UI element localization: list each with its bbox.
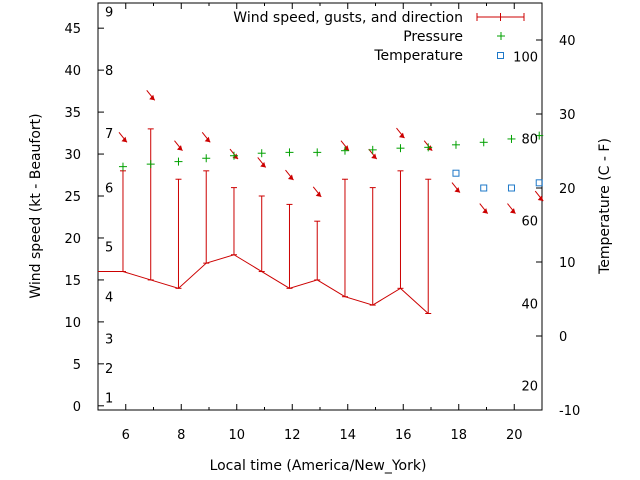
beaufort-label: 3 — [105, 333, 113, 348]
legend-wind-label: Wind speed, gusts, and direction — [233, 10, 463, 26]
pressure-point — [396, 144, 405, 153]
wind-direction-arrow — [146, 89, 156, 101]
x-tick-label: 12 — [284, 428, 301, 443]
y-axis-label: Wind speed (kt - Beaufort) — [28, 113, 44, 298]
pressure-point — [146, 160, 155, 169]
y-tick-label: 15 — [64, 274, 81, 289]
legend-wind-swatch — [476, 13, 525, 21]
wind-direction-arrow — [396, 127, 405, 139]
y-tick-label: 10 — [64, 316, 81, 331]
temperature-point — [507, 184, 515, 192]
wind-direction-arrow — [118, 131, 128, 143]
y2-tick-label: 30 — [559, 108, 576, 123]
y2-tick-label: -10 — [559, 404, 580, 419]
temperature-point — [480, 184, 488, 192]
wind-direction-arrow — [451, 182, 461, 193]
pressure-point — [424, 143, 433, 152]
beaufort-label: 1 — [105, 391, 113, 406]
x-tick-label: 14 — [339, 428, 356, 443]
pressure-point — [118, 162, 127, 171]
wind-direction-arrow — [257, 157, 267, 168]
wind-direction-arrow — [507, 203, 516, 214]
wind-direction-arrow — [174, 140, 183, 151]
fahrenheit-label: 40 — [521, 297, 538, 312]
pressure-point — [229, 151, 238, 160]
beaufort-label: 7 — [105, 127, 113, 142]
wind-direction-arrow — [201, 131, 211, 143]
y2-axis-label: Temperature (C - F) — [597, 138, 613, 275]
beaufort-label: 9 — [105, 5, 113, 20]
pressure-point — [479, 138, 488, 147]
x-axis-label: Local time (America/New_York) — [210, 458, 427, 474]
pressure-point — [451, 140, 460, 149]
wind-series — [98, 128, 432, 314]
legend-temperature-swatch — [497, 52, 504, 59]
fahrenheit-label: 80 — [521, 132, 538, 147]
temperature-point — [535, 179, 543, 187]
beaufort-label: 6 — [105, 182, 113, 197]
legend-temperature-label: Temperature — [373, 48, 463, 64]
legend-pressure-swatch — [497, 32, 505, 40]
fahrenheit-label: 20 — [521, 380, 538, 395]
tick-labels: 6 8 10 12 14 16 18 20051015202530354045-1001020… — [64, 5, 580, 443]
y-tick-label: 45 — [64, 22, 81, 37]
y-tick-label: 0 — [73, 400, 81, 415]
pressure-point — [257, 149, 266, 158]
y-tick-label: 20 — [64, 232, 81, 247]
y-tick-label: 30 — [64, 148, 81, 163]
temperature-series — [452, 169, 543, 192]
wind-speed-line — [98, 254, 429, 314]
x-tick-label: 8 — [177, 428, 185, 443]
axis-ticks — [97, 3, 543, 411]
x-tick-label: 16 — [395, 428, 412, 443]
y-tick-label: 40 — [64, 64, 81, 79]
y2-tick-label: 10 — [559, 256, 576, 271]
pressure-point — [202, 154, 211, 163]
x-tick-label: 6 — [122, 428, 130, 443]
fahrenheit-label: 100 — [513, 50, 538, 65]
pressure-point — [535, 131, 544, 140]
pressure-point — [507, 134, 516, 143]
beaufort-label: 5 — [105, 240, 113, 255]
pressure-point — [340, 146, 349, 155]
y2-tick-label: 40 — [559, 34, 576, 49]
y-tick-label: 5 — [73, 358, 81, 373]
pressure-point — [368, 145, 377, 154]
y-tick-label: 35 — [64, 106, 81, 121]
legend-pressure-label: Pressure — [403, 29, 463, 45]
x-tick-label: 18 — [450, 428, 467, 443]
wind-direction-arrow — [285, 169, 294, 181]
beaufort-label: 4 — [105, 291, 113, 306]
y2-tick-label: 20 — [559, 182, 576, 197]
fahrenheit-label: 60 — [521, 215, 538, 230]
wind-direction-arrow — [368, 148, 378, 160]
pressure-series — [118, 131, 544, 171]
wind-direction-arrow — [312, 186, 322, 198]
wind-direction-arrows — [118, 89, 544, 214]
pressure-point — [313, 148, 322, 157]
x-tick-label: 20 — [506, 428, 523, 443]
wind-direction-arrow — [479, 203, 489, 214]
beaufort-label: 2 — [105, 362, 113, 377]
legend: Wind speed, gusts, and direction Pressur… — [233, 10, 525, 64]
pressure-point — [285, 148, 294, 157]
y-tick-label: 25 — [64, 190, 81, 205]
x-tick-label: 10 — [228, 428, 245, 443]
pressure-point — [174, 157, 183, 166]
wind-direction-arrow — [534, 190, 544, 202]
temperature-point — [452, 169, 460, 177]
y2-tick-label: 0 — [559, 330, 567, 345]
plot-frame — [97, 2, 543, 411]
beaufort-label: 8 — [105, 64, 113, 79]
